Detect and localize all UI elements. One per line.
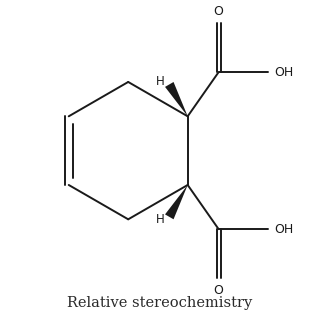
Text: OH: OH (274, 223, 293, 236)
Text: O: O (214, 283, 223, 297)
Polygon shape (165, 185, 188, 219)
Text: H: H (156, 213, 164, 226)
Text: H: H (156, 76, 164, 88)
Text: Relative stereochemistry: Relative stereochemistry (67, 296, 253, 310)
Polygon shape (165, 82, 188, 116)
Text: OH: OH (274, 66, 293, 79)
Text: O: O (214, 5, 223, 18)
